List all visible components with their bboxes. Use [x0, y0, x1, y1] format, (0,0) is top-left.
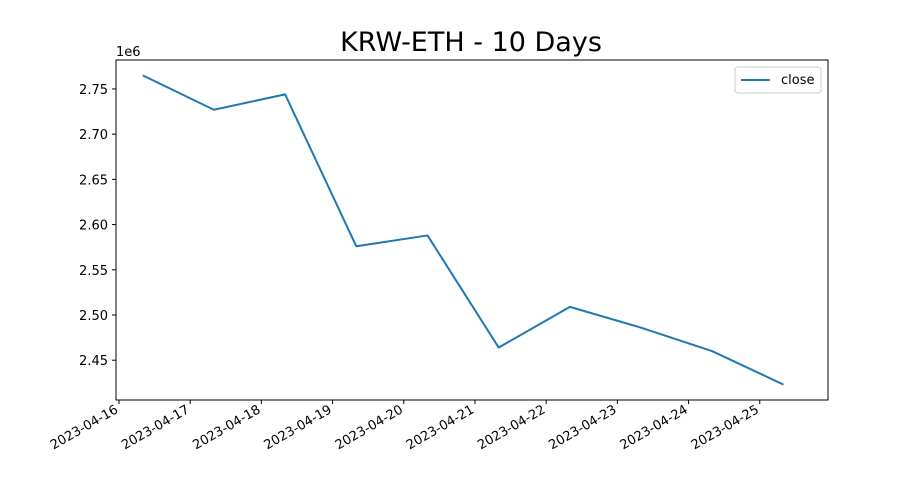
plot-area: [115, 59, 829, 401]
x-tick-label: 2023-04-20: [333, 402, 406, 453]
y-tick-label: 2.75: [79, 83, 108, 98]
chart-title: KRW-ETH - 10 Days: [340, 27, 602, 58]
x-tick-label: 2023-04-19: [262, 402, 335, 453]
x-axis: 2023-04-162023-04-172023-04-182023-04-19…: [48, 400, 762, 453]
series-layer: [142, 74, 784, 386]
series-line-close: [142, 74, 784, 386]
x-tick-label: 2023-04-16: [48, 402, 121, 453]
y-offset-label: 1e6: [116, 45, 141, 60]
x-tick-label: 2023-04-22: [475, 402, 548, 453]
y-tick-label: 2.70: [79, 128, 108, 143]
x-tick-label: 2023-04-25: [689, 402, 762, 453]
x-tick-label: 2023-04-18: [190, 402, 263, 453]
legend-box: [734, 66, 822, 94]
legend-label-close: close: [781, 73, 814, 88]
y-tick-label: 2.55: [79, 264, 108, 279]
y-axis: 2.45 2.50 2.55 2.60 2.65 2.70 2.75: [79, 83, 116, 369]
legend: close: [734, 66, 822, 94]
x-tick-label: 2023-04-17: [119, 402, 192, 453]
y-tick-label: 2.50: [79, 309, 108, 324]
x-tick-label: 2023-04-21: [404, 402, 477, 453]
x-tick-label: 2023-04-23: [546, 402, 619, 453]
y-tick-label: 2.45: [79, 354, 108, 369]
y-tick-label: 2.60: [79, 219, 108, 234]
x-tick-label: 2023-04-24: [618, 402, 691, 453]
y-tick-label: 2.65: [79, 173, 108, 188]
